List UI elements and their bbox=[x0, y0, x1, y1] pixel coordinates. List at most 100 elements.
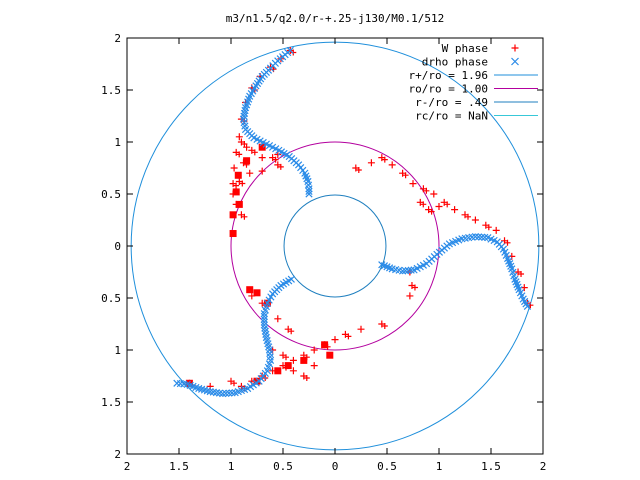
w-phase-point bbox=[435, 202, 443, 210]
drho-phase-point bbox=[474, 233, 483, 241]
w-phase-square bbox=[229, 230, 237, 238]
w-phase-point bbox=[345, 333, 352, 340]
w-phase-point bbox=[236, 151, 243, 158]
legend-label: ro/ro = 1.00 bbox=[409, 83, 488, 96]
w-phase-square bbox=[258, 143, 266, 151]
drho-phase-point bbox=[228, 389, 236, 397]
drho-phase-point bbox=[260, 315, 268, 323]
drho-phase-point bbox=[305, 185, 313, 193]
legend-label: W phase bbox=[442, 42, 488, 55]
w-phase-point bbox=[406, 292, 414, 300]
w-phase-point bbox=[246, 169, 254, 177]
drho-phase-point bbox=[225, 389, 233, 397]
w-phase-point bbox=[230, 164, 238, 172]
legend-label: drho phase bbox=[422, 56, 488, 69]
x-tick-label: 1.5 bbox=[481, 460, 501, 473]
x-tick-label: 2 bbox=[540, 460, 547, 473]
w-phase-point bbox=[355, 167, 362, 173]
w-phase-point bbox=[248, 292, 256, 300]
drho-phase-point bbox=[241, 104, 250, 112]
w-phase-square bbox=[229, 211, 237, 219]
w-phase-point bbox=[485, 224, 492, 231]
w-phase-point bbox=[492, 226, 500, 234]
w-phase-point bbox=[388, 161, 396, 169]
data-points bbox=[173, 44, 534, 398]
drho-phase-point bbox=[398, 267, 407, 275]
w-phase-point bbox=[465, 213, 471, 220]
drho-phase-point bbox=[260, 312, 268, 321]
x-tick-label: 1 bbox=[436, 460, 443, 473]
w-phase-point bbox=[324, 343, 331, 350]
x-tick-label: 1.5 bbox=[169, 460, 189, 473]
drho-phase-point bbox=[478, 233, 486, 241]
drho-phase-point bbox=[173, 379, 181, 387]
drho-phase-point bbox=[241, 106, 249, 115]
w-phase-point bbox=[381, 323, 388, 329]
w-phase-point bbox=[251, 149, 258, 156]
y-tick-label: 1 bbox=[114, 344, 121, 357]
w-phase-point bbox=[243, 143, 251, 151]
y-tick-label: 2 bbox=[114, 448, 121, 461]
w-phase-point bbox=[232, 200, 240, 208]
drho-phase-point bbox=[305, 187, 313, 196]
w-phase-point bbox=[277, 163, 284, 170]
w-phase-point bbox=[258, 167, 266, 175]
w-phase-point bbox=[258, 154, 266, 162]
x-tick-label: 0.5 bbox=[377, 460, 397, 473]
y-tick-label: 0.5 bbox=[101, 292, 121, 305]
radius-circle-2 bbox=[283, 194, 387, 298]
w-phase-point bbox=[471, 216, 479, 224]
w-phase-point bbox=[243, 161, 250, 168]
w-phase-point bbox=[310, 346, 318, 354]
w-phase-point bbox=[289, 356, 297, 364]
drho-phase-point bbox=[401, 267, 410, 275]
w-phase-point bbox=[289, 367, 297, 375]
w-phase-point bbox=[511, 44, 519, 52]
w-phase-square bbox=[253, 289, 261, 297]
w-phase-square bbox=[234, 171, 242, 179]
y-tick-label: 1 bbox=[114, 136, 121, 149]
x-tick-label: 1 bbox=[228, 460, 235, 473]
legend-label: r+/ro = 1.96 bbox=[409, 69, 488, 82]
w-phase-point bbox=[331, 336, 339, 344]
w-phase-point bbox=[310, 362, 318, 370]
w-phase-point bbox=[235, 133, 243, 141]
y-tick-label: 1.5 bbox=[101, 396, 121, 409]
drho-phase-point bbox=[407, 266, 415, 274]
w-phase-point bbox=[231, 380, 237, 387]
radius-circle-1 bbox=[230, 141, 440, 351]
w-phase-square bbox=[246, 286, 254, 294]
x-tick-label: 0 bbox=[332, 460, 339, 473]
drho-phase-point bbox=[523, 302, 532, 310]
w-phase-point bbox=[411, 284, 418, 291]
w-phase-point bbox=[303, 375, 310, 381]
y-tick-label: 2 bbox=[114, 32, 121, 45]
w-phase-square bbox=[300, 356, 308, 364]
w-phase-square bbox=[274, 367, 282, 375]
chart-title: m3/n1.5/q2.0/r-+.25-j130/M0.1/512 bbox=[226, 12, 445, 25]
w-phase-point bbox=[303, 354, 310, 361]
w-phase-point bbox=[504, 239, 511, 246]
w-phase-point bbox=[451, 206, 459, 214]
drho-phase-point bbox=[511, 57, 519, 66]
w-phase-point bbox=[288, 328, 295, 335]
w-phase-point bbox=[357, 325, 365, 333]
w-phase-point bbox=[274, 315, 282, 323]
w-phase-point bbox=[290, 49, 297, 56]
w-phase-square bbox=[326, 351, 334, 359]
w-phase-point bbox=[428, 208, 435, 215]
w-phase-point bbox=[444, 201, 451, 208]
w-phase-point bbox=[423, 187, 430, 194]
drho-phase-point bbox=[305, 190, 313, 198]
w-phase-point bbox=[367, 159, 375, 167]
drho-phase-point bbox=[231, 389, 239, 397]
drho-phase-point bbox=[240, 109, 249, 118]
w-phase-point bbox=[283, 364, 289, 371]
drho-phase-point bbox=[260, 309, 268, 318]
w-phase-point bbox=[272, 156, 279, 163]
legend-label: rc/ro = NaN bbox=[415, 110, 488, 123]
w-phase-point bbox=[381, 156, 388, 163]
w-phase-point bbox=[269, 367, 277, 375]
